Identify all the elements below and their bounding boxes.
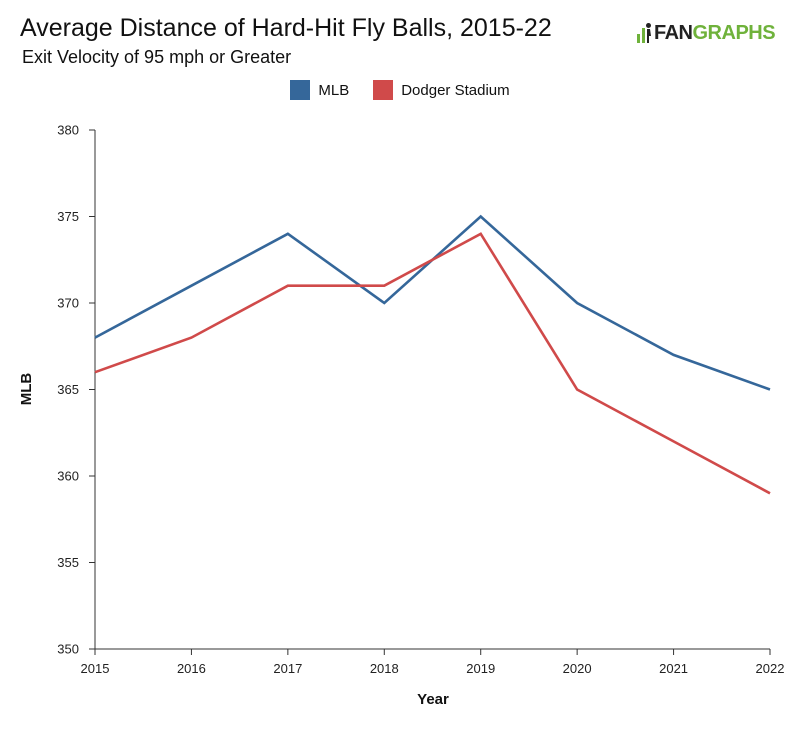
x-tick-label: 2022 [756,661,785,676]
x-tick-label: 2021 [659,661,688,676]
x-tick-label: 2017 [273,661,302,676]
x-tick-label: 2015 [81,661,110,676]
series-line-dodger-stadium [94,232,771,495]
y-axis-title: MLB [18,373,35,406]
y-tick-label: 360 [57,469,79,484]
legend-swatch-dodger-stadium [373,80,394,100]
x-axis-title: Year [417,691,449,708]
legend: MLB Dodger Stadium [0,80,800,100]
x-tick-label: 2020 [563,661,592,676]
legend-label-mlb: MLB [318,81,350,99]
fangraphs-logo: FANGRAPHS [636,20,776,46]
legend-label-dodger-stadium: Dodger Stadium [401,81,510,99]
y-tick-label: 380 [57,123,79,138]
logo-text-graphs: GRAPHS [692,21,776,44]
chart-subtitle: Exit Velocity of 95 mph or Greater [22,47,292,67]
y-tick-label: 355 [57,555,79,570]
axes: 350 355 360 365 370 375 380 2015 2016 2017 2018 201… [57,123,784,677]
legend-item-mlb: MLB [290,80,349,100]
legend-swatch-mlb [290,80,311,100]
x-tick-label: 2019 [466,661,495,676]
series-lines [94,214,771,495]
y-tick-label: 365 [57,382,79,397]
series-line-mlb [94,214,771,391]
fangraphs-logo-text: FANGRAPHS [654,21,776,45]
x-tick-label: 2018 [370,661,399,676]
y-tick-label: 375 [57,209,79,224]
chart-title: Average Distance of Hard-Hit Fly Balls, … [20,14,552,42]
y-tick-label: 350 [57,642,79,657]
y-tick-label: 370 [57,296,79,311]
x-tick-label: 2016 [177,661,206,676]
fangraphs-logo-icon [637,23,651,43]
logo-text-fan: FAN [654,21,693,44]
legend-item-dodger-stadium: Dodger Stadium [373,80,510,100]
